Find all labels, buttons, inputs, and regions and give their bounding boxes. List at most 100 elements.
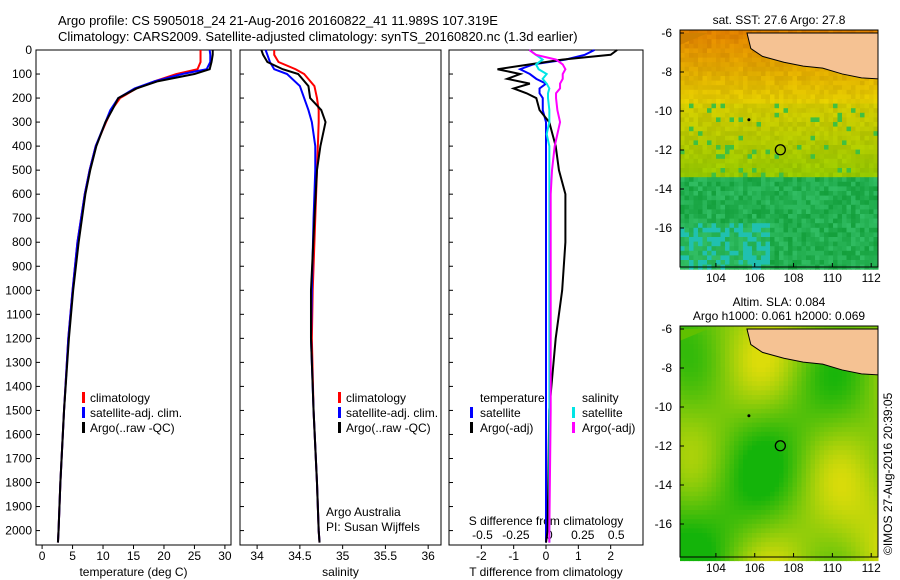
map-cell	[792, 362, 798, 368]
map-cell	[828, 399, 834, 405]
map-cell	[783, 117, 789, 123]
map-cell	[869, 163, 874, 169]
map-cell	[783, 431, 789, 437]
map-cell	[774, 390, 780, 396]
map-cell	[774, 149, 780, 155]
map-cell	[860, 533, 865, 539]
map-cell	[747, 468, 753, 474]
map-cell	[720, 385, 726, 391]
map-cell	[711, 99, 717, 105]
map-cell	[851, 76, 856, 82]
depth-tick-label: 800	[12, 235, 32, 249]
map-cell	[693, 450, 699, 456]
salinity-xlabel: salinity	[322, 565, 359, 579]
map-cell	[765, 195, 771, 201]
map-cell	[729, 57, 735, 63]
map-cell	[702, 195, 708, 201]
map-cell	[824, 418, 829, 424]
map-cell	[783, 94, 789, 100]
map-cell	[756, 57, 762, 63]
map-cell	[680, 135, 685, 141]
map-cell	[725, 80, 730, 86]
map-cell	[693, 112, 699, 118]
map-cell	[806, 491, 811, 497]
map-cell	[716, 473, 721, 479]
map-cell	[711, 126, 717, 132]
map-cell	[869, 519, 874, 525]
map-cell	[729, 505, 735, 511]
map-cell	[680, 154, 685, 160]
map-cell	[752, 385, 757, 391]
map-cell	[873, 395, 879, 401]
map-cell	[864, 177, 870, 183]
map-cell	[819, 362, 825, 368]
map-cell	[747, 344, 753, 350]
map-cell	[689, 71, 694, 77]
map-cell	[729, 381, 735, 387]
map-cell	[779, 191, 784, 197]
map-cell	[693, 48, 699, 54]
map-cell	[855, 399, 861, 405]
map-cell	[693, 537, 699, 543]
map-cell	[702, 76, 708, 82]
map-cell	[810, 191, 816, 197]
map-cell	[752, 154, 757, 160]
map-cell	[801, 372, 807, 378]
salinity-xtick-label: 34.5	[288, 549, 312, 563]
map-cell	[779, 491, 784, 497]
map-cell	[756, 103, 762, 109]
map-cell	[855, 496, 861, 502]
map-cell	[716, 477, 721, 483]
map-cell	[828, 546, 834, 552]
map-cell	[810, 510, 816, 516]
map-cell	[873, 422, 879, 428]
map-cell	[824, 385, 829, 391]
map-cell	[819, 385, 825, 391]
map-cell	[806, 523, 811, 529]
map-cell	[765, 71, 771, 77]
map-cell	[828, 94, 834, 100]
lon-tick-label: 108	[784, 271, 804, 285]
map-cell	[873, 399, 879, 405]
map-cell	[734, 145, 739, 151]
map-cell	[824, 431, 829, 437]
series-s-argo-adj-	[528, 49, 567, 543]
map-cell	[779, 223, 784, 229]
map-cell	[698, 149, 703, 155]
map-cell	[729, 473, 735, 479]
map-cell	[765, 491, 771, 497]
map-cell	[873, 445, 879, 451]
map-cell	[693, 335, 699, 341]
map-cell	[761, 135, 766, 141]
map-cell	[855, 195, 861, 201]
map-cell	[770, 385, 775, 391]
map-cell	[819, 204, 825, 210]
map-cell	[869, 99, 874, 105]
map-cell	[684, 85, 690, 91]
map-cell	[779, 459, 784, 465]
map-cell	[689, 154, 694, 160]
map-cell	[846, 76, 852, 82]
map-cell	[860, 131, 865, 137]
map-cell	[770, 66, 775, 72]
map-cell	[801, 482, 807, 488]
map-cell	[761, 519, 766, 525]
map-cell	[689, 390, 694, 396]
map-cell	[855, 122, 861, 128]
map-cell	[761, 358, 766, 364]
map-cell	[747, 108, 753, 114]
map-cell	[734, 381, 739, 387]
map-cell	[869, 381, 874, 387]
map-cell	[783, 85, 789, 91]
map-cell	[680, 71, 685, 77]
map-cell	[792, 372, 798, 378]
map-cell	[756, 168, 762, 174]
map-cell	[711, 186, 717, 192]
map-cell	[707, 450, 712, 456]
map-cell	[860, 204, 865, 210]
map-cell	[815, 126, 820, 132]
map-cell	[680, 353, 685, 359]
map-cell	[810, 237, 816, 243]
map-cell	[855, 542, 861, 548]
map-cell	[680, 62, 685, 68]
